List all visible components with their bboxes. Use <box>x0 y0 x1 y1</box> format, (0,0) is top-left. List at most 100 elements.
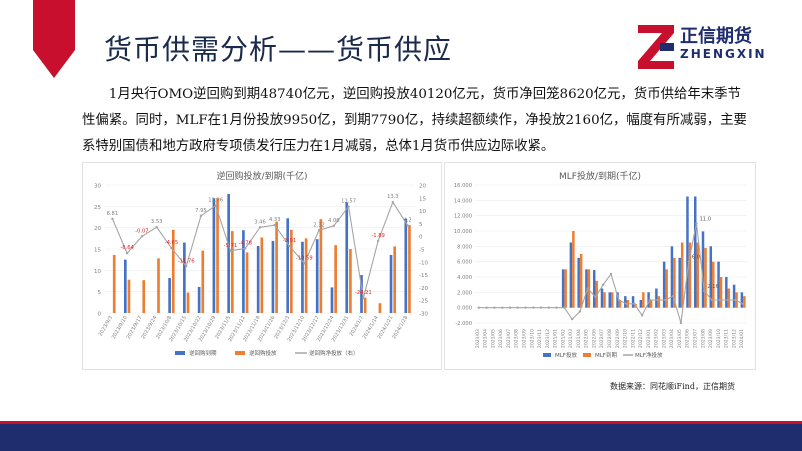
data-label: 7.95 <box>195 208 207 214</box>
legend-label: 逆回购到期 <box>189 349 217 357</box>
logo-chinese-text: 正信期货 <box>680 26 752 47</box>
reverse-repo-chart-panel: 逆回购投放/到期(千亿) 0 5 10 15 20 25 30 -30 -25 -20 -15 -10 -… <box>82 162 442 370</box>
x-tick-label: 2023/10 <box>529 329 535 348</box>
data-label: 2.32 <box>313 222 325 228</box>
reverse-repo-chart: 逆回购投放/到期(千亿) 0 5 10 15 20 25 30 -30 -25 -20 -15 -10 -… <box>94 170 428 357</box>
right-y-tick-label: 15 <box>419 196 426 202</box>
x-tick-label: 2021/02 <box>560 329 566 348</box>
mlf-net-point <box>485 306 488 309</box>
data-label: -0.07 <box>135 228 148 234</box>
injection-bar <box>290 229 293 313</box>
x-tick-label: 2023/04 <box>669 329 675 348</box>
legend-swatch <box>175 351 185 355</box>
mlf-injection-bar <box>670 246 674 308</box>
mlf-net-point <box>625 302 628 306</box>
injection-bar <box>201 250 205 313</box>
mlf-maturity-bar <box>680 242 684 308</box>
injection-bar <box>260 237 264 313</box>
mlf-maturity-bar <box>579 254 583 308</box>
net-injection-line <box>111 200 409 299</box>
maturity-bar <box>123 259 127 313</box>
injection-bar <box>245 252 249 313</box>
y-tick-label: 6.000 <box>457 260 472 266</box>
data-label: -5.71 <box>224 243 237 249</box>
data-label: -4.65 <box>165 240 178 246</box>
data-label: 4.33 <box>269 217 281 223</box>
maturity-bar <box>301 241 304 313</box>
x-tick-label: 2023/04 <box>483 329 489 348</box>
mlf-maturity-bar <box>564 269 567 308</box>
x-tick-label: 2023/09 <box>522 329 528 348</box>
net-injection-point <box>303 262 306 265</box>
net-injection-point <box>155 225 158 229</box>
data-label: 11.57 <box>341 199 356 205</box>
mlf-net-point <box>703 289 706 293</box>
right-y-tick-label: -10 <box>419 260 428 266</box>
injection-bar <box>127 279 131 313</box>
mlf-injection-bar <box>732 284 736 308</box>
left-y-tick-label: 25 <box>94 205 101 211</box>
mlf-net-point <box>563 306 566 309</box>
left-y-tick-label: 15 <box>94 248 101 254</box>
right-y-tick-label: 10 <box>419 209 426 215</box>
x-tick-label: 2023/05 <box>677 329 683 348</box>
mlf-chart: MLF投放/到期(千亿) -2.000 0.000 2.000 4.000 6.000 8.… <box>454 170 747 359</box>
maturity-bar <box>256 246 260 313</box>
injection-bar <box>334 245 337 313</box>
left-y-tick-label: 5 <box>98 290 102 296</box>
data-label: 6.81 <box>107 211 119 217</box>
right-y-tick-label: -15 <box>419 273 428 279</box>
mlf-net-point <box>555 306 558 309</box>
mlf-injection-bar <box>662 261 666 308</box>
x-tick-label: 2023/03 <box>661 329 667 348</box>
data-label: 4.06 <box>328 218 340 224</box>
x-tick-label: 2023/09 <box>708 329 714 348</box>
mlf-injection-bar <box>577 257 580 308</box>
injection-bar <box>408 225 411 313</box>
injection-bar <box>319 219 323 313</box>
x-tick-label: 2023/05 <box>490 329 496 348</box>
injection-bar <box>230 231 234 313</box>
maturity-bar <box>404 218 408 313</box>
mlf-net-point <box>609 272 613 276</box>
legend-label: MLF净投放 <box>635 351 663 359</box>
x-tick-label: 2023/12 <box>545 329 551 348</box>
injection-bar <box>157 258 160 313</box>
mlf-net-point <box>741 302 745 306</box>
mlf-net-point <box>656 298 659 302</box>
mlf-net-point <box>586 287 589 290</box>
net-injection-point <box>140 235 144 238</box>
net-injection-point <box>406 224 409 227</box>
left-y-tick-label: 0 <box>98 312 102 318</box>
mlf-injection-bar <box>678 257 681 308</box>
net-injection-point <box>258 226 262 229</box>
footer-red-stripe <box>0 421 802 424</box>
y-tick-label: 12.000 <box>454 214 472 220</box>
legend-swatch <box>235 351 245 355</box>
injection-bar <box>275 221 278 313</box>
mlf-net-point <box>547 306 551 309</box>
mlf-maturity-bar <box>712 261 715 308</box>
maturity-bar <box>242 230 245 313</box>
net-injection-point <box>376 239 380 243</box>
mlf-net-point <box>602 283 605 286</box>
mlf-net-point <box>594 295 597 299</box>
x-tick-label: 2023/03 <box>475 329 481 348</box>
y-tick-label: 0.000 <box>457 306 472 312</box>
mlf-injection-bar <box>701 231 705 308</box>
maturity-bar <box>389 254 393 313</box>
y-tick-label: 8.000 <box>457 244 472 250</box>
mlf-net-point <box>539 306 543 309</box>
maturity-bar <box>197 286 201 313</box>
company-logo: 正信期货 ZHENGXIN <box>636 17 786 79</box>
x-tick-label: 2021/04 <box>576 329 582 348</box>
x-tick-label: 2022/06 <box>591 329 597 348</box>
mlf-net-point <box>679 321 683 325</box>
maturity-bar <box>227 193 230 313</box>
mlf-maturity-bar <box>696 242 699 308</box>
x-tick-label: 2022/12 <box>638 329 644 348</box>
net-injection-point <box>317 229 321 232</box>
maturity-bar <box>286 218 290 313</box>
y-tick-label: 16.000 <box>454 183 472 189</box>
y-tick-label: 10.000 <box>454 229 472 235</box>
